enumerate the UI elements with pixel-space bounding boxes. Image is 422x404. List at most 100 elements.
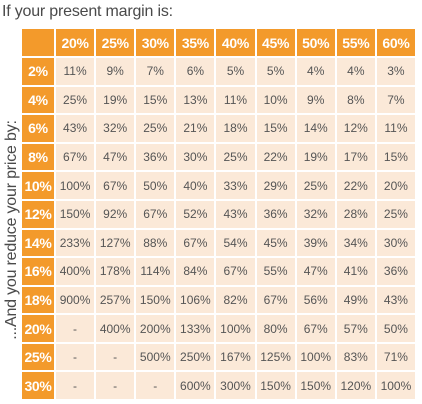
table-cell: 133% [176, 315, 215, 342]
table-cell: 57% [336, 315, 375, 342]
table-cell: 32% [296, 200, 335, 228]
table-cell: 50% [136, 172, 175, 199]
table-cell: 83% [336, 343, 375, 371]
table-cell: 36% [256, 200, 295, 228]
table-cell: 300% [216, 372, 255, 399]
table-cell: 25% [136, 115, 175, 142]
table-cell: 125% [256, 343, 295, 371]
table-cell: 12% [336, 115, 375, 142]
table-cell: 25% [296, 172, 335, 199]
row-header-price-reduction: 20% [22, 315, 54, 342]
table-cell: - [56, 343, 95, 371]
table-cell: 127% [96, 229, 135, 257]
table-cell: 13% [176, 86, 215, 114]
table-cell: 120% [336, 372, 375, 399]
column-header-margin: 25% [96, 29, 135, 56]
table-cell: 22% [336, 172, 375, 199]
table-cell: 150% [136, 286, 175, 314]
table-cell: - [56, 372, 95, 399]
table-cell: 67% [56, 143, 95, 171]
row-header-price-reduction: 2% [22, 58, 54, 85]
table-cell: 233% [56, 229, 95, 257]
table-cell: 18% [216, 115, 255, 142]
table-cell: 49% [336, 286, 375, 314]
table-cell: 9% [296, 86, 335, 114]
table-cell: 250% [176, 343, 215, 371]
table-cell: 50% [376, 315, 415, 342]
row-header-price-reduction: 14% [22, 229, 54, 257]
table-cell: 25% [216, 143, 255, 171]
row-header-price-reduction: 10% [22, 172, 54, 199]
table-cell: 14% [296, 115, 335, 142]
side-caption: ...And you reduce your price by: [3, 120, 20, 340]
table-cell: 15% [136, 86, 175, 114]
table-cell: 25% [376, 200, 415, 228]
table-cell: 600% [176, 372, 215, 399]
table-cell: 11% [216, 86, 255, 114]
table-cell: 45% [256, 229, 295, 257]
table-cell: 11% [376, 115, 415, 142]
table-cell: - [96, 372, 135, 399]
row-header-price-reduction: 4% [22, 86, 54, 114]
table-cell: 100% [56, 172, 95, 199]
table-cell: 106% [176, 286, 215, 314]
table-cell: 6% [176, 58, 215, 85]
table-cell: 19% [96, 86, 135, 114]
table-cell: 33% [216, 172, 255, 199]
table-cell: 43% [56, 115, 95, 142]
table-cell: 67% [96, 172, 135, 199]
table-cell: 39% [296, 229, 335, 257]
table-cell: 84% [176, 258, 215, 285]
table-cell: 7% [376, 86, 415, 114]
table-cell: 55% [256, 258, 295, 285]
table-cell: 52% [176, 200, 215, 228]
table-cell: 67% [176, 229, 215, 257]
column-header-margin: 20% [56, 29, 95, 56]
column-header-margin: 60% [376, 29, 415, 56]
table-cell: 150% [296, 372, 335, 399]
table-cell: 257% [96, 286, 135, 314]
table-cell: 36% [136, 143, 175, 171]
table-cell: 54% [216, 229, 255, 257]
table-cell: 9% [96, 58, 135, 85]
table-cell: 67% [136, 200, 175, 228]
table-cell: 200% [136, 315, 175, 342]
row-header-price-reduction: 18% [22, 286, 54, 314]
table-cell: 15% [256, 115, 295, 142]
table-cell: 25% [56, 86, 95, 114]
table-cell: 500% [136, 343, 175, 371]
side-caption-wrapper: ...And you reduce your price by: [2, 62, 22, 398]
column-header-margin: 50% [296, 29, 335, 56]
row-header-price-reduction: 25% [22, 343, 54, 371]
row-header-price-reduction: 8% [22, 143, 54, 171]
table-cell: 7% [136, 58, 175, 85]
top-caption: If your present margin is: [2, 3, 173, 20]
table-cell: 114% [136, 258, 175, 285]
table-cell: - [136, 372, 175, 399]
table-cell: 17% [336, 143, 375, 171]
table-cell: - [96, 343, 135, 371]
table-cell: 19% [296, 143, 335, 171]
table-cell: 5% [256, 58, 295, 85]
table-cell: 28% [336, 200, 375, 228]
table-cell: 5% [216, 58, 255, 85]
table-cell: 21% [176, 115, 215, 142]
table-cell: 92% [96, 200, 135, 228]
margin-table: 20% 25% 30% 35% 40% 45% 50% 55% 60% 2% 11% 9% 7% 6% 5%… [22, 29, 415, 399]
column-header-margin: 55% [336, 29, 375, 56]
table-cell: 47% [296, 258, 335, 285]
table-cell: 4% [296, 58, 335, 85]
table-cell: 34% [336, 229, 375, 257]
table-cell: 67% [256, 286, 295, 314]
table-cell: 43% [216, 200, 255, 228]
table-cell: 32% [96, 115, 135, 142]
table-cell: 88% [136, 229, 175, 257]
table-cell: 150% [256, 372, 295, 399]
table-cell: 22% [256, 143, 295, 171]
row-header-price-reduction: 30% [22, 372, 54, 399]
table-cell: 40% [176, 172, 215, 199]
table-cell: 56% [296, 286, 335, 314]
table-cell: 11% [56, 58, 95, 85]
table-cell: 4% [336, 58, 375, 85]
column-header-margin: 30% [136, 29, 175, 56]
